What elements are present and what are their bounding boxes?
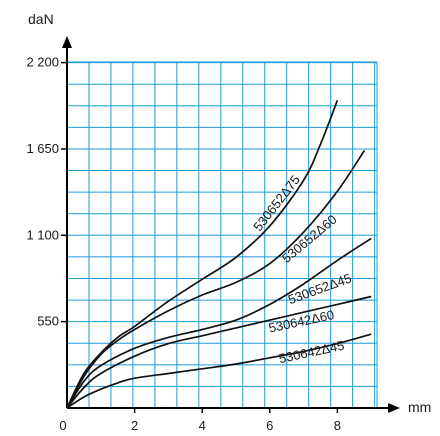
series-label: 530642Δ60 (267, 307, 335, 336)
x-tick-label: 0 (59, 418, 66, 433)
x-tick-label: 8 (334, 418, 341, 433)
y-axis-arrow-icon (62, 36, 72, 48)
series-label: 530652Δ45 (286, 270, 354, 307)
y-tick-label: 550 (37, 314, 59, 329)
series-lines (66, 99, 372, 409)
series-label: 530652Δ75 (250, 172, 303, 234)
grid (67, 61, 378, 408)
series-line (66, 150, 366, 409)
y-tick-label: 1 100 (26, 227, 59, 242)
y-tick-label: 1 650 (26, 141, 59, 156)
series-line (66, 295, 372, 409)
x-tick-label: 6 (266, 418, 273, 433)
x-tick-label: 4 (199, 418, 206, 433)
series-line (66, 333, 372, 409)
series-line (66, 237, 372, 409)
ticks: 550 1 100 1 650 2 200 0 2 4 6 8 (26, 55, 341, 433)
series-line (66, 99, 339, 409)
x-tick-label: 2 (131, 418, 138, 433)
x-axis-unit: mm (408, 399, 431, 415)
series-labels: 530652Δ75530652Δ60530652Δ45530642Δ605306… (250, 172, 353, 366)
axes (62, 36, 400, 413)
y-tick-label: 2 200 (26, 55, 59, 70)
series-label: 530642Δ45 (277, 338, 345, 367)
y-axis-unit: daN (28, 11, 54, 27)
x-axis-arrow-icon (388, 403, 400, 413)
